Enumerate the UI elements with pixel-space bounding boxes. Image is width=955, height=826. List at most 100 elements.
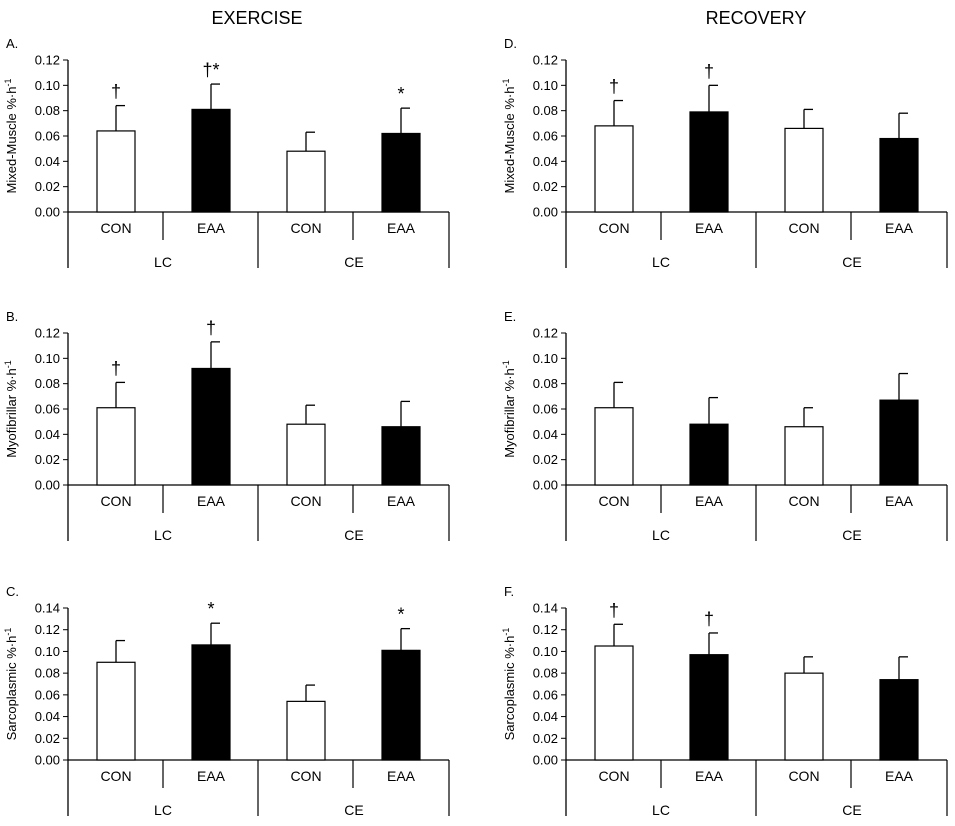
- y-tick-label-c: 0.12: [35, 622, 60, 637]
- y-tick-label-a: 0.12: [35, 53, 60, 68]
- significance-marker-f-2: †: [704, 609, 714, 629]
- group-label-b-1: LC: [154, 527, 172, 543]
- bar-b-2: [191, 367, 231, 486]
- group-label-b-2: CE: [344, 527, 363, 543]
- group-label-c-2: CE: [344, 802, 363, 818]
- bar-e-1: [594, 407, 634, 486]
- y-tick-label-d: 0.10: [533, 78, 558, 93]
- category-label-f-1: CON: [598, 768, 629, 784]
- category-label-d-3: CON: [788, 220, 819, 236]
- column-title-exercise: EXERCISE: [211, 8, 302, 28]
- bar-c-3: [286, 700, 326, 761]
- y-tick-label-f: 0.04: [533, 709, 558, 724]
- bar-f-1: [594, 645, 634, 761]
- y-tick-label-c: 0.02: [35, 731, 60, 746]
- y-tick-label-e: 0.02: [533, 452, 558, 467]
- y-tick-label-e: 0.06: [533, 402, 558, 417]
- category-label-d-1: CON: [598, 220, 629, 236]
- y-tick-label-d: 0.00: [533, 205, 558, 220]
- y-tick-label-d: 0.02: [533, 179, 558, 194]
- y-tick-label-c: 0.04: [35, 709, 60, 724]
- group-label-e-2: CE: [842, 527, 861, 543]
- bar-e-4: [879, 399, 919, 486]
- category-label-d-4: EAA: [885, 220, 914, 236]
- y-tick-label-a: 0.04: [35, 154, 60, 169]
- bar-a-2: [191, 108, 231, 213]
- group-label-a-1: LC: [154, 254, 172, 270]
- bar-f-2: [689, 654, 729, 761]
- group-label-a-2: CE: [344, 254, 363, 270]
- y-tick-label-d: 0.08: [533, 103, 558, 118]
- significance-marker-d-1: †: [609, 77, 619, 97]
- y-axis-label-d: Mixed-Muscle %·h-1: [501, 79, 517, 194]
- group-label-d-1: LC: [652, 254, 670, 270]
- bar-d-1: [594, 125, 634, 213]
- group-label-f-2: CE: [842, 802, 861, 818]
- y-axis-label-e: Myofibrillar %·h-1: [501, 360, 517, 458]
- y-tick-label-b: 0.02: [35, 452, 60, 467]
- bar-f-3: [784, 672, 824, 761]
- category-label-e-2: EAA: [695, 493, 724, 509]
- bar-f-4: [879, 679, 919, 761]
- category-label-b-3: CON: [290, 493, 321, 509]
- bar-c-2: [191, 644, 231, 761]
- category-label-c-1: CON: [100, 768, 131, 784]
- panel-letter-a: A.: [6, 36, 18, 51]
- y-tick-label-f: 0.00: [533, 753, 558, 768]
- category-label-b-1: CON: [100, 493, 131, 509]
- bar-c-1: [96, 661, 136, 761]
- bar-b-3: [286, 423, 326, 486]
- y-tick-label-c: 0.00: [35, 753, 60, 768]
- y-axis-label-c: Sarcoplasmic %·h-1: [3, 628, 19, 741]
- category-label-f-2: EAA: [695, 768, 724, 784]
- panel-letter-b: B.: [6, 309, 18, 324]
- y-tick-label-b: 0.06: [35, 402, 60, 417]
- y-tick-label-d: 0.04: [533, 154, 558, 169]
- y-tick-label-f: 0.08: [533, 666, 558, 681]
- bar-a-3: [286, 150, 326, 213]
- bar-b-4: [381, 426, 421, 486]
- group-label-e-1: LC: [652, 527, 670, 543]
- y-tick-label-d: 0.06: [533, 129, 558, 144]
- y-tick-label-c: 0.14: [35, 601, 60, 616]
- y-tick-label-a: 0.02: [35, 179, 60, 194]
- panel-letter-e: E.: [504, 309, 516, 324]
- category-label-c-3: CON: [290, 768, 321, 784]
- y-axis-label-a: Mixed-Muscle %·h-1: [3, 79, 19, 194]
- bar-e-3: [784, 426, 824, 486]
- bar-d-2: [689, 111, 729, 213]
- y-tick-label-e: 0.08: [533, 376, 558, 391]
- bar-d-3: [784, 127, 824, 213]
- bar-e-2: [689, 423, 729, 486]
- y-tick-label-f: 0.14: [533, 601, 558, 616]
- bar-c-4: [381, 649, 421, 761]
- category-label-b-4: EAA: [387, 493, 416, 509]
- y-tick-label-d: 0.12: [533, 53, 558, 68]
- panel-letter-c: C.: [6, 584, 19, 599]
- y-tick-label-b: 0.10: [35, 351, 60, 366]
- panel-letter-d: D.: [504, 36, 517, 51]
- y-tick-label-f: 0.06: [533, 687, 558, 702]
- significance-marker-a-2: †*: [202, 60, 219, 80]
- y-axis-label-b: Myofibrillar %·h-1: [3, 360, 19, 458]
- group-label-f-1: LC: [652, 802, 670, 818]
- category-label-b-2: EAA: [197, 493, 226, 509]
- y-tick-label-f: 0.02: [533, 731, 558, 746]
- significance-marker-d-2: †: [704, 61, 714, 81]
- category-label-c-2: EAA: [197, 768, 226, 784]
- y-tick-label-e: 0.04: [533, 427, 558, 442]
- category-label-e-3: CON: [788, 493, 819, 509]
- y-tick-label-e: 0.00: [533, 478, 558, 493]
- category-label-f-3: CON: [788, 768, 819, 784]
- category-label-d-2: EAA: [695, 220, 724, 236]
- significance-marker-b-1: †: [111, 358, 121, 378]
- category-label-a-4: EAA: [387, 220, 416, 236]
- y-tick-label-c: 0.06: [35, 687, 60, 702]
- y-tick-label-f: 0.12: [533, 622, 558, 637]
- category-label-c-4: EAA: [387, 768, 416, 784]
- significance-marker-a-4: *: [397, 84, 404, 104]
- category-label-a-3: CON: [290, 220, 321, 236]
- significance-marker-b-2: †: [206, 318, 216, 338]
- group-label-c-1: LC: [154, 802, 172, 818]
